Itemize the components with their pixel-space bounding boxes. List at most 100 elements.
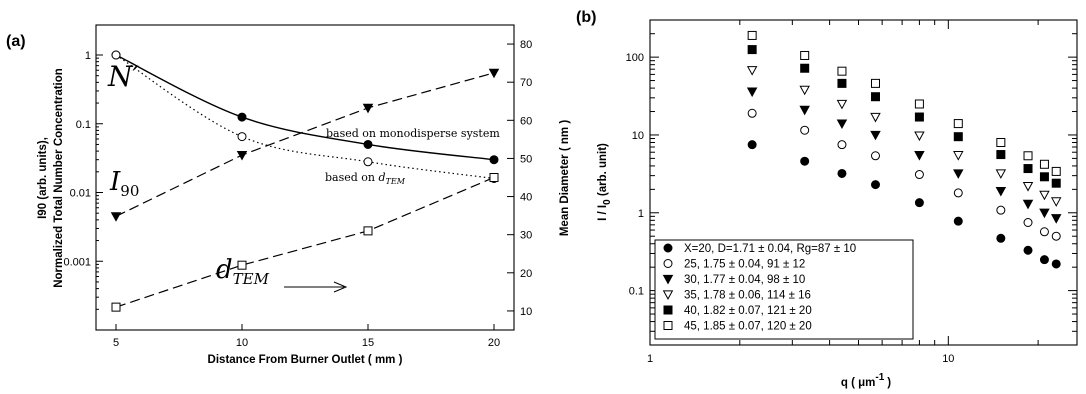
panel-a: (a) 5 10 15 20 1 0.1 0.01 0.001 10 20 30 40 50 60 70… [6, 24, 571, 366]
data-point [110, 212, 122, 222]
panel-b-label: (b) [576, 9, 596, 26]
data-point [111, 302, 121, 312]
right-y-tick-label: 50 [520, 153, 532, 165]
x-tick-label: 5 [113, 337, 119, 349]
right-y-tick-label: 10 [520, 306, 532, 318]
data-point-series-3 [1050, 197, 1062, 207]
y-tick-label: 0.001 [63, 256, 91, 268]
y-tick-label: 1 [638, 208, 644, 220]
data-point [237, 132, 247, 142]
data-point-series-1 [1039, 227, 1049, 237]
legend-label: 40, 1.82 ± 0.07, 121 ± 20 [684, 305, 812, 317]
series-line-3 [115, 176, 495, 308]
panel-a-x-ticks: 5 10 15 20 [113, 324, 500, 349]
data-point [236, 150, 248, 161]
data-point-series-0 [914, 198, 924, 208]
data-point [237, 260, 247, 270]
data-point-series-2 [1022, 199, 1034, 210]
data-point-series-3 [995, 169, 1007, 179]
data-point-series-3 [870, 112, 881, 123]
data-point-series-0 [1023, 245, 1033, 255]
data-point-series-3 [914, 131, 925, 142]
data-point-series-5 [953, 119, 963, 129]
legend-marker [663, 305, 673, 315]
data-point-series-0 [870, 180, 880, 190]
series-line-2 [115, 72, 495, 217]
legend-label: 45, 1.85 ± 0.07, 120 ± 20 [684, 321, 812, 333]
data-point-series-5 [1023, 151, 1033, 161]
data-point [363, 226, 373, 236]
data-point [489, 155, 499, 165]
dtem-basis-annotation: based on dTEM [325, 171, 406, 186]
panel-b-y-ticks: 100 10 1 0.1 [626, 33, 1077, 332]
data-point-series-0 [800, 156, 810, 166]
data-point-series-1 [870, 151, 880, 161]
data-point [488, 68, 500, 79]
series-line-1 [115, 54, 495, 180]
series-line-0 [115, 54, 495, 161]
data-point-series-1 [996, 205, 1006, 215]
data-point-series-1 [914, 170, 924, 180]
panel-a-left-y-ticks: 1 0.1 0.01 0.001 [63, 50, 103, 310]
data-point-series-2 [1039, 208, 1050, 219]
data-point-series-4 [953, 132, 963, 142]
data-point-series-4 [1051, 178, 1061, 188]
data-point-series-1 [1023, 218, 1033, 228]
legend-entries: X=20, D=1.71 ± 0.04, Rg=87 ± 10 25, 1.75 … [662, 243, 856, 333]
data-point [489, 173, 499, 182]
panel-a-x-label: Distance From Burner Outlet ( mm ) [208, 354, 403, 366]
legend-marker [663, 321, 673, 330]
data-point-series-3 [1022, 182, 1034, 192]
panel-a-right-y-ticks: 10 20 30 40 50 60 70 80 [507, 39, 532, 318]
panel-b-x-ticks: 1 10 [647, 20, 1039, 365]
data-point [363, 157, 373, 167]
data-point-series-2 [1050, 214, 1062, 224]
data-point-series-3 [799, 85, 810, 96]
x-tick-label: 1 [647, 353, 653, 365]
data-point-series-0 [953, 216, 963, 226]
monodisperse-annotation: based on monodisperse system [326, 127, 500, 140]
x-tick-label: 15 [362, 337, 374, 349]
data-point-series-3 [1039, 190, 1050, 201]
data-point-series-4 [837, 78, 847, 88]
x-tick-label: 10 [236, 337, 248, 349]
panel-b-series [746, 30, 1062, 269]
panel-a-y-label-line1: I90 (arb. units), [37, 137, 49, 219]
data-point-series-0 [1039, 255, 1049, 265]
x-tick-label: 10 [942, 353, 954, 365]
data-point-series-3 [836, 99, 848, 110]
legend-label: 35, 1.78 ± 0.06, 114 ± 16 [684, 290, 811, 302]
right-y-tick-label: 80 [520, 39, 532, 51]
panel-a-label: (a) [6, 33, 26, 50]
data-point-series-1 [953, 188, 963, 198]
legend-marker [663, 259, 673, 268]
y-tick-label: 100 [626, 52, 644, 64]
data-point-series-0 [1051, 259, 1061, 269]
panel-b-x-label: q ( μm-1) [841, 372, 891, 389]
data-point-series-2 [799, 105, 810, 116]
legend-marker [662, 274, 674, 285]
data-point-series-5 [800, 50, 810, 60]
legend-label: X=20, D=1.71 ± 0.04, Rg=87 ± 10 [684, 243, 856, 255]
panel-a-series [110, 50, 500, 312]
right-y-tick-label: 20 [520, 268, 532, 280]
y-tick-label: 10 [632, 130, 644, 142]
data-point-series-3 [746, 66, 758, 76]
data-point-series-1 [747, 108, 757, 118]
data-point-series-4 [914, 112, 924, 122]
data-point-series-1 [1051, 231, 1061, 241]
data-point-series-1 [800, 125, 810, 135]
data-point [237, 112, 247, 122]
data-point [363, 139, 373, 149]
data-point-series-4 [747, 45, 757, 55]
data-point-series-2 [953, 169, 964, 179]
legend-marker [662, 290, 674, 300]
dtem-arrow [284, 281, 348, 293]
right-y-tick-label: 40 [520, 192, 532, 204]
data-point [362, 103, 374, 114]
y-tick-label: 0.01 [70, 188, 91, 200]
legend-box [654, 239, 914, 340]
data-point-series-2 [914, 151, 925, 161]
data-point-series-5 [747, 30, 757, 40]
